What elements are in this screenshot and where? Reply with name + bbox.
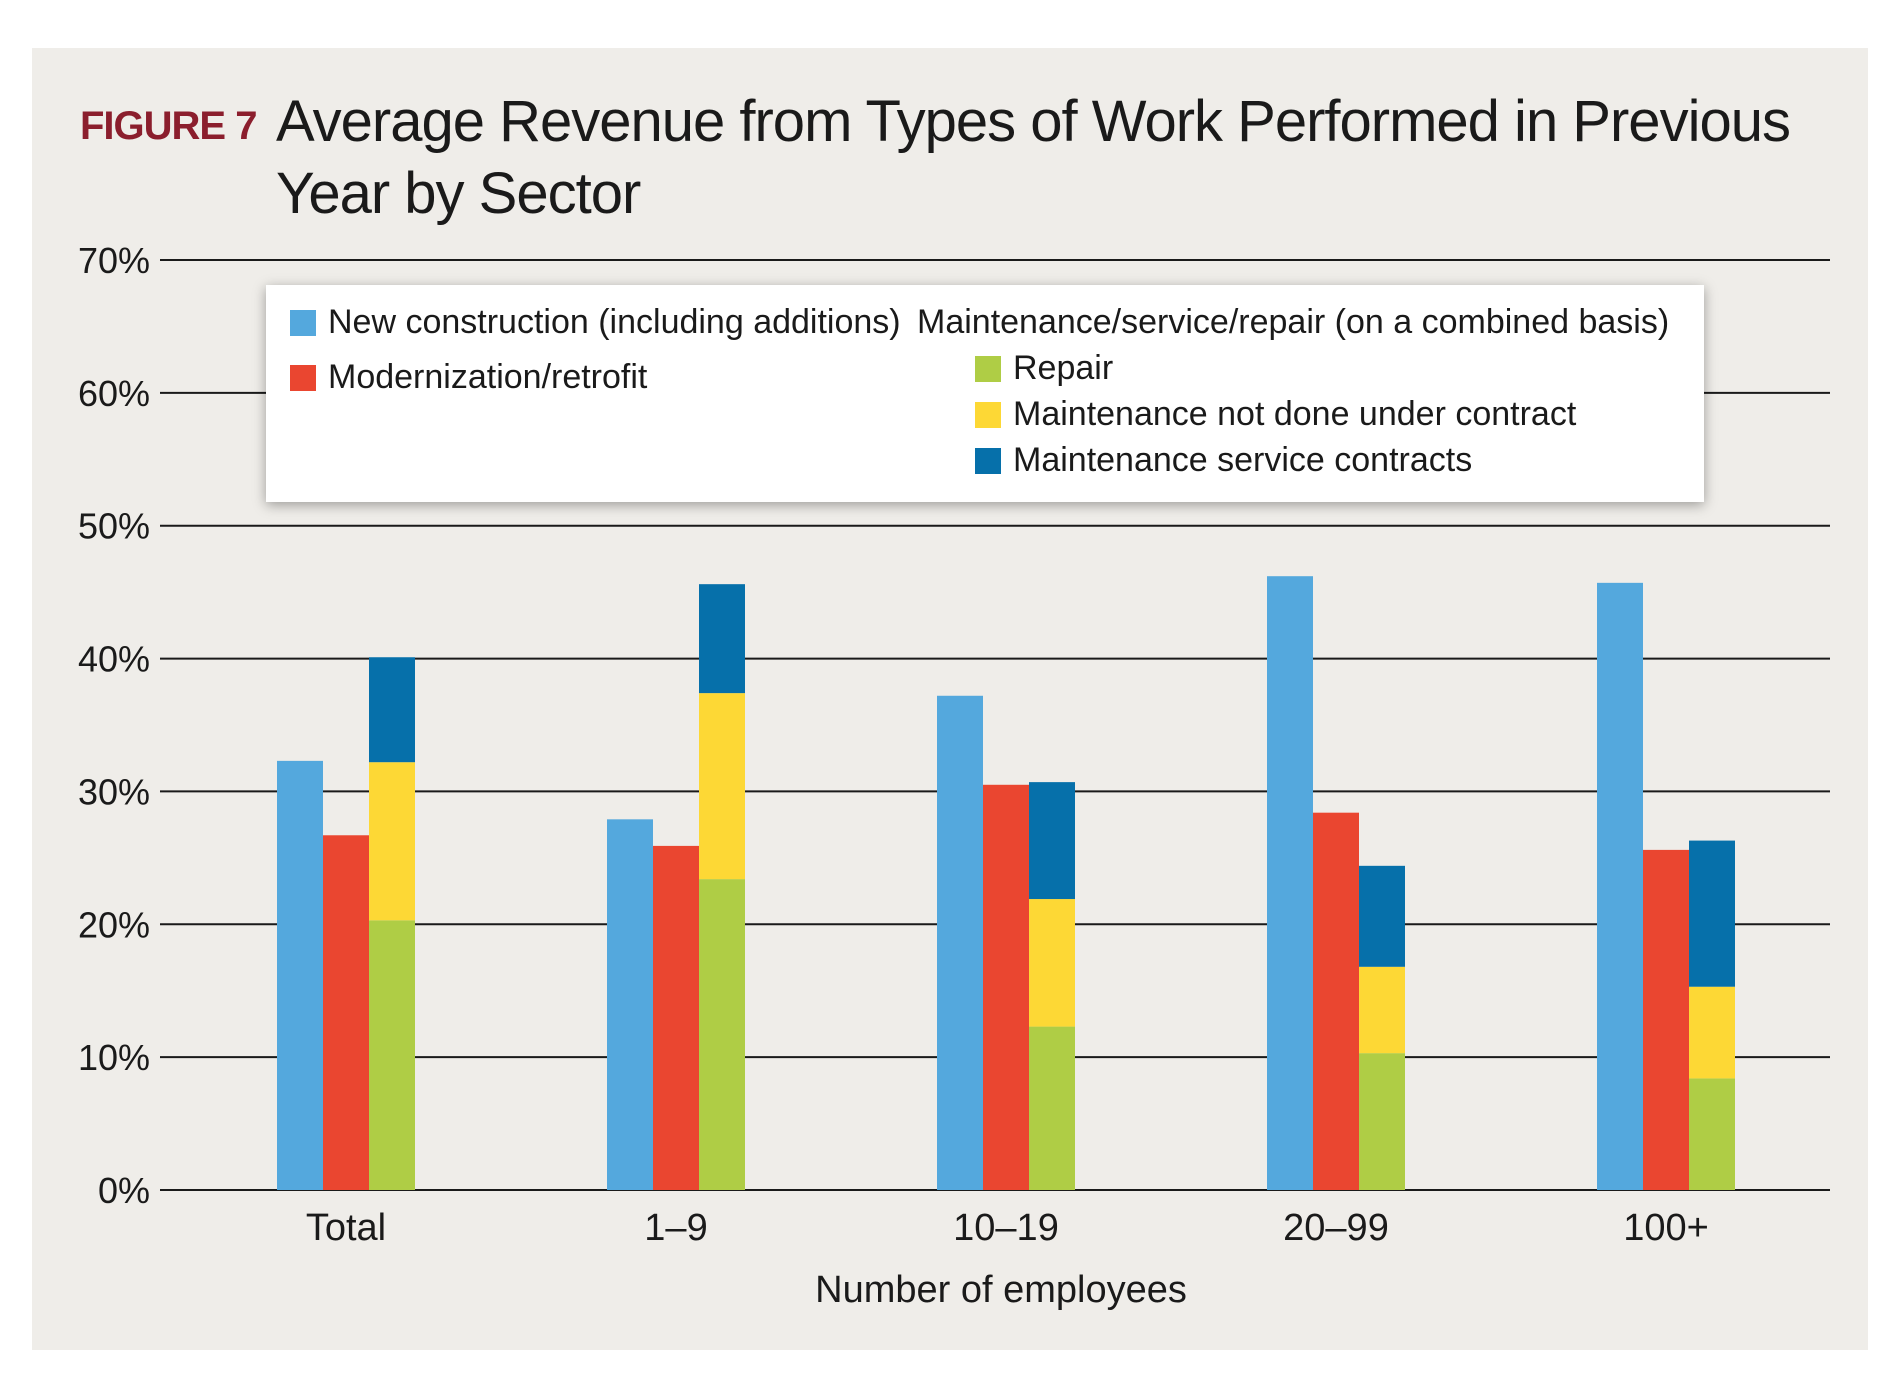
- bar-modernizationretrofit-1: [653, 845, 699, 1190]
- legend-swatch-maintenance-contracts: [975, 447, 1001, 474]
- x-tick-label: 20–99: [1283, 1207, 1389, 1249]
- y-tick-label: 50%: [78, 506, 150, 547]
- legend-item-modernization: Modernization/retrofit: [290, 358, 647, 397]
- bar-modernizationretrofit-4: [1643, 849, 1689, 1190]
- figure-title: Average Revenue from Types of Work Perfo…: [276, 89, 1791, 226]
- y-tick-label: 40%: [78, 639, 150, 680]
- y-tick-label: 0%: [98, 1170, 150, 1211]
- stacked-segment-2-4: [1689, 840, 1735, 987]
- legend-swatch-modernization: [290, 364, 316, 391]
- y-tick-label: 60%: [78, 373, 150, 414]
- axis-labels: Number of employees 0% 10% 20% 30% 40% 50% 60%…: [78, 240, 1709, 1311]
- bar-new-0: [277, 760, 323, 1190]
- stacked-segment-2-1: [699, 584, 745, 694]
- x-axis-label: Number of employees: [815, 1269, 1187, 1311]
- legend-label-maintenance-contracts: Maintenance service contracts: [1013, 441, 1473, 479]
- bar-new-2: [937, 695, 983, 1190]
- stacked-segment-1-2: [1029, 899, 1075, 1027]
- legend-swatch-maintenance-no-contract: [975, 401, 1001, 428]
- legend-item-maintenance-no-contract: Maintenance not done under contract: [975, 395, 1576, 434]
- stacked-segment-1-1: [699, 693, 745, 880]
- stacked-segment-1-0: [369, 762, 415, 921]
- y-tick-label: 10%: [78, 1037, 150, 1078]
- figure-label: FIGURE 7: [80, 104, 257, 148]
- stacked-segment-2-0: [369, 657, 415, 763]
- stacked-segment-0-3: [1359, 1053, 1405, 1190]
- legend-item-repair: Repair: [975, 349, 1113, 388]
- legend-item-new-construction: New construction (including additions): [290, 303, 901, 342]
- legend-swatch-repair: [975, 355, 1001, 382]
- legend-label-maintenance-no-contract: Maintenance not done under contract: [1013, 395, 1577, 433]
- bar-new-4: [1597, 582, 1643, 1190]
- legend-label-new-construction: New construction (including additions): [328, 303, 901, 341]
- legend-item-maintenance-contracts: Maintenance service contracts: [975, 441, 1472, 480]
- stacked-segment-0-4: [1689, 1078, 1735, 1190]
- legend-label-repair: Repair: [1013, 349, 1114, 387]
- x-tick-label: Total: [306, 1207, 386, 1249]
- y-tick-label: 70%: [78, 240, 150, 281]
- bar-modernizationretrofit-0: [323, 835, 369, 1190]
- legend-group-heading: Maintenance/service/repair (on a combine…: [917, 303, 1670, 341]
- bar-modernizationretrofit-2: [983, 784, 1029, 1190]
- legend-swatch-new-construction: [290, 309, 316, 336]
- bars: [277, 576, 1735, 1190]
- stacked-segment-1-4: [1689, 986, 1735, 1079]
- bar-modernizationretrofit-3: [1313, 812, 1359, 1190]
- stacked-segment-2-3: [1359, 865, 1405, 967]
- legend: New construction (including additions) M…: [266, 285, 1704, 502]
- y-tick-label: 20%: [78, 904, 150, 945]
- bar-new-1: [607, 819, 653, 1190]
- y-tick-label: 30%: [78, 771, 150, 812]
- stacked-segment-0-2: [1029, 1026, 1075, 1190]
- x-tick-label: 1–9: [644, 1207, 707, 1249]
- x-tick-label: 10–19: [953, 1207, 1059, 1249]
- legend-label-modernization: Modernization/retrofit: [328, 358, 648, 396]
- stacked-segment-2-2: [1029, 782, 1075, 900]
- stacked-segment-0-1: [699, 879, 745, 1190]
- stacked-segment-0-0: [369, 920, 415, 1190]
- x-tick-label: 100+: [1623, 1207, 1709, 1249]
- bar-new-3: [1267, 576, 1313, 1190]
- stacked-segment-1-3: [1359, 966, 1405, 1054]
